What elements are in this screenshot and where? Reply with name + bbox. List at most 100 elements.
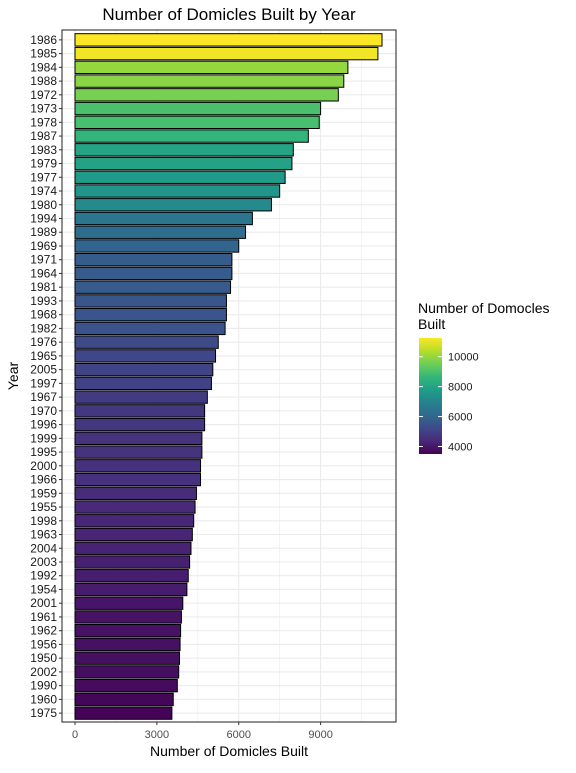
bar-1960 <box>74 692 174 707</box>
bar-1989 <box>74 225 247 239</box>
bar-1987 <box>74 129 309 143</box>
legend: Number of Domocles Built 4000 6000 8000 1000… <box>418 300 550 454</box>
y-tick-label-1968: 1968 <box>30 308 57 322</box>
bar-1980 <box>74 198 272 212</box>
bar-1976 <box>74 335 219 349</box>
bars <box>74 33 383 720</box>
y-tick-label-1998: 1998 <box>30 514 57 528</box>
y-tick-label-1960: 1960 <box>30 692 57 706</box>
y-tick-label-1954: 1954 <box>30 582 57 596</box>
bar-1982 <box>74 321 226 336</box>
y-tick-label-1959: 1959 <box>30 486 57 500</box>
y-tick-label-1988: 1988 <box>30 74 57 88</box>
x-tick-label-9000: 9000 <box>308 729 332 741</box>
y-tick-label-1976: 1976 <box>30 335 57 349</box>
y-tick-label-1962: 1962 <box>30 624 57 638</box>
legend-tick-label-6000: 6000 <box>448 412 472 424</box>
bar-1993 <box>74 294 227 308</box>
y-tick-label-2003: 2003 <box>30 555 57 569</box>
bar-1967 <box>74 390 208 404</box>
bar-1968 <box>74 307 227 322</box>
bar-1971 <box>74 253 233 267</box>
x-tick-label-3000: 3000 <box>145 729 169 741</box>
bar-1959 <box>74 486 197 500</box>
bar-1994 <box>74 211 253 226</box>
bar-1983 <box>74 143 294 157</box>
bar-1997 <box>74 376 212 391</box>
y-tick-label-1967: 1967 <box>30 390 57 404</box>
y-tick-label-2004: 2004 <box>30 541 57 555</box>
bar-1986 <box>74 33 383 47</box>
bar-1970 <box>74 404 206 418</box>
y-tick-label-1965: 1965 <box>30 349 57 363</box>
panel-border <box>61 29 397 723</box>
y-tick-label-1979: 1979 <box>30 157 57 171</box>
bar-1972 <box>74 88 339 102</box>
y-tick-label-2005: 2005 <box>30 363 57 377</box>
bar-1985 <box>74 46 379 61</box>
y-tick-label-1990: 1990 <box>30 679 57 693</box>
bar-1973 <box>74 101 322 116</box>
bar-1950 <box>74 651 181 665</box>
y-tick-label-1963: 1963 <box>30 528 57 542</box>
y-tick-label-1984: 1984 <box>30 60 57 74</box>
x-tick-labels: 0 3000 6000 9000 <box>72 722 333 741</box>
y-tick-label-1950: 1950 <box>30 651 57 665</box>
y-tick-label-1971: 1971 <box>30 253 57 267</box>
y-tick-label-2001: 2001 <box>30 596 57 610</box>
bar-1969 <box>74 239 240 253</box>
bar-2003 <box>74 555 191 569</box>
y-tick-label-1983: 1983 <box>30 143 57 157</box>
y-tick-label-1977: 1977 <box>30 170 57 184</box>
bar-1956 <box>74 637 181 652</box>
y-tick-label-1974: 1974 <box>30 184 57 198</box>
bar-1964 <box>74 266 233 281</box>
bar-1978 <box>74 115 320 129</box>
y-tick-label-1978: 1978 <box>30 115 57 129</box>
bar-1961 <box>74 610 182 624</box>
bar-1977 <box>74 170 286 184</box>
bar-2005 <box>74 362 214 377</box>
bar-1965 <box>74 349 217 363</box>
y-tick-label-1993: 1993 <box>30 294 57 308</box>
x-tick-label-0: 0 <box>72 729 78 741</box>
bar-1963 <box>74 527 193 542</box>
y-tick-label-2002: 2002 <box>30 665 57 679</box>
bar-1992 <box>74 569 189 583</box>
bar-1995 <box>74 445 203 459</box>
y-tick-label-1989: 1989 <box>30 225 57 239</box>
y-tick-label-1992: 1992 <box>30 569 57 583</box>
y-tick-label-1999: 1999 <box>30 431 57 445</box>
bar-2001 <box>74 596 184 610</box>
y-axis-title: Year <box>5 362 21 391</box>
y-tick-label-1995: 1995 <box>30 445 57 459</box>
bar-1996 <box>74 417 206 432</box>
bar-1954 <box>74 582 188 597</box>
bar-1962 <box>74 624 182 638</box>
legend-tick-label-10000: 10000 <box>448 352 479 364</box>
x-axis-title: Number of Domicles Built <box>150 743 308 759</box>
chart-title: Number of Domicles Built by Year <box>102 5 356 24</box>
bar-1984 <box>74 60 349 75</box>
legend-tick-label-8000: 8000 <box>448 382 472 394</box>
y-tick-label-1956: 1956 <box>30 637 57 651</box>
y-tick-label-1966: 1966 <box>30 473 57 487</box>
bar-1990 <box>74 678 178 693</box>
y-tick-label-1982: 1982 <box>30 321 57 335</box>
y-tick-label-1997: 1997 <box>30 376 57 390</box>
bar-1979 <box>74 156 293 171</box>
y-tick-label-1996: 1996 <box>30 418 57 432</box>
y-tick-label-1955: 1955 <box>30 500 57 514</box>
y-tick-label-1975: 1975 <box>30 706 57 720</box>
y-tick-label-1980: 1980 <box>30 198 57 212</box>
bar-1975 <box>74 706 173 720</box>
y-tick-labels: 1986198519841988197219731978198719831979… <box>30 33 62 720</box>
y-tick-label-1986: 1986 <box>30 33 57 47</box>
legend-tick-label-4000: 4000 <box>448 442 472 454</box>
bar-2000 <box>74 459 202 473</box>
bar-2002 <box>74 665 180 679</box>
y-tick-label-1969: 1969 <box>30 239 57 253</box>
y-tick-label-1970: 1970 <box>30 404 57 418</box>
